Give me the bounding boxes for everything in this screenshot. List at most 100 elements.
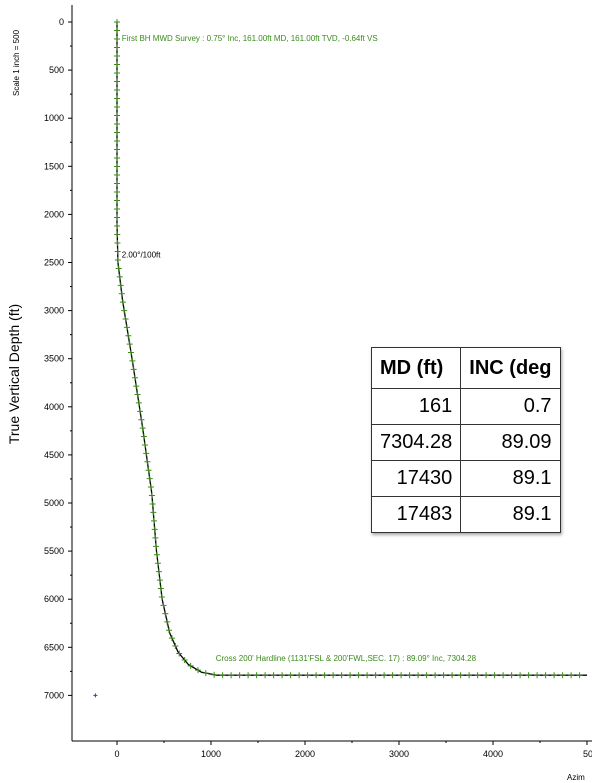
survey-point-marker xyxy=(534,672,541,679)
table-cell-md: 161 xyxy=(370,388,462,425)
survey-point-marker xyxy=(131,374,138,381)
survey-point-marker xyxy=(114,189,120,195)
survey-point-marker xyxy=(176,650,183,657)
survey-point-marker xyxy=(145,467,152,474)
survey-point-marker xyxy=(146,475,153,482)
survey-point-marker xyxy=(270,672,277,679)
survey-point-marker xyxy=(262,672,269,679)
survey-point-marker xyxy=(153,543,160,550)
survey-point-marker xyxy=(138,416,145,423)
survey-point-marker xyxy=(114,180,120,187)
survey-point-marker xyxy=(245,672,252,679)
survey-point-marker xyxy=(423,672,430,679)
survey-point-marker xyxy=(347,672,354,679)
survey-point-marker xyxy=(568,672,575,679)
table-cell-md: 17483 xyxy=(370,496,462,533)
survey-point-marker xyxy=(144,458,151,465)
survey-point-marker xyxy=(162,610,169,617)
survey-point-marker xyxy=(153,551,160,558)
survey-point-marker xyxy=(115,265,122,272)
survey-point-marker xyxy=(128,349,135,356)
survey-point-marker xyxy=(114,19,120,25)
survey-point-marker xyxy=(142,441,149,448)
y-tick-label: 0 xyxy=(59,17,64,27)
x-axis-label-partial: Azim xyxy=(567,773,585,782)
table-cell-inc: 0.7 xyxy=(460,388,561,425)
survey-point-marker xyxy=(330,672,337,679)
y-tick-label: 6000 xyxy=(44,594,64,604)
y-tick-label: 4500 xyxy=(44,450,64,460)
survey-point-marker xyxy=(525,672,532,679)
survey-point-marker xyxy=(389,672,396,679)
survey-point-marker xyxy=(508,672,515,679)
table-row: 161 0.7 xyxy=(370,388,561,425)
survey-point-marker xyxy=(181,657,188,664)
survey-point-marker xyxy=(474,672,481,679)
table-header-md: MD (ft) xyxy=(370,347,462,389)
y-tick-label: 5000 xyxy=(44,498,64,508)
survey-point-marker xyxy=(313,672,320,679)
survey-point-marker xyxy=(114,27,120,34)
survey-point-marker xyxy=(150,509,157,516)
table-row: 17483 89.1 xyxy=(370,496,561,533)
chart-annotation: 2.00°/100ft xyxy=(122,251,162,260)
survey-point-marker xyxy=(483,672,490,679)
y-tick-label: 1000 xyxy=(44,113,64,123)
survey-point-marker xyxy=(135,399,142,406)
scale-note: Scale 1 inch = 500 xyxy=(12,29,21,96)
survey-point-marker xyxy=(279,672,286,679)
survey-point-marker xyxy=(114,256,121,263)
survey-point-marker xyxy=(117,282,124,289)
survey-point-marker xyxy=(125,332,132,339)
table-cell-inc: 89.1 xyxy=(460,460,561,497)
survey-point-marker xyxy=(253,672,260,679)
survey-point-marker xyxy=(154,560,161,567)
survey-point-marker xyxy=(139,425,146,432)
survey-point-marker xyxy=(130,366,137,373)
survey-point-marker xyxy=(372,672,379,679)
survey-point-marker xyxy=(143,450,150,457)
survey-point-marker xyxy=(133,383,140,390)
y-ticks: 0 500 1000 1500 2000 2500 3000 3500 4000 4500 5000… xyxy=(44,17,72,700)
x-tick-label: 0 xyxy=(114,749,119,759)
survey-point-marker xyxy=(172,642,179,649)
table-cell-md: 7304.28 xyxy=(370,424,462,461)
survey-point-marker xyxy=(137,408,144,415)
survey-point-marker xyxy=(432,672,439,679)
survey-point-marker xyxy=(517,672,524,679)
survey-point-marker xyxy=(114,112,120,119)
survey-point-marker xyxy=(559,672,566,679)
survey-point-marker xyxy=(194,667,201,674)
y-axis-label: True Vertical Depth (ft) xyxy=(6,304,22,444)
survey-point-marker xyxy=(114,214,120,221)
survey-point-marker xyxy=(187,662,194,669)
survey-point-marker xyxy=(114,44,120,51)
table-cell-inc: 89.09 xyxy=(460,424,561,461)
survey-point-marker xyxy=(114,155,120,161)
survey-point-marker xyxy=(304,672,311,679)
y-tick-label: 500 xyxy=(49,65,64,75)
survey-point-marker xyxy=(440,672,447,679)
survey-point-marker xyxy=(236,672,243,679)
survey-point-marker xyxy=(114,70,120,76)
survey-point-marker xyxy=(364,672,371,679)
survey-point-marker xyxy=(406,672,413,679)
survey-point-marker xyxy=(381,672,388,679)
survey-point-marker xyxy=(123,324,130,331)
survey-point-marker xyxy=(449,672,456,679)
survey-point-marker xyxy=(126,341,133,348)
table-row: 17430 89.1 xyxy=(370,460,561,497)
y-tick-label: 2000 xyxy=(44,209,64,219)
y-tick-label: 1500 xyxy=(44,161,64,171)
survey-point-marker xyxy=(296,672,303,679)
survey-point-marker xyxy=(114,206,120,212)
survey-point-marker xyxy=(355,672,362,679)
survey-point-marker xyxy=(147,484,154,491)
survey-point-marker xyxy=(114,197,120,204)
chart-annotation: First BH MWD Survey : 0.75° Inc, 161.00f… xyxy=(122,34,378,43)
survey-point-marker xyxy=(114,61,120,68)
y-tick-label: 7000 xyxy=(44,690,64,700)
x-tick-label: 2000 xyxy=(295,749,315,759)
survey-point-marker xyxy=(152,534,159,541)
